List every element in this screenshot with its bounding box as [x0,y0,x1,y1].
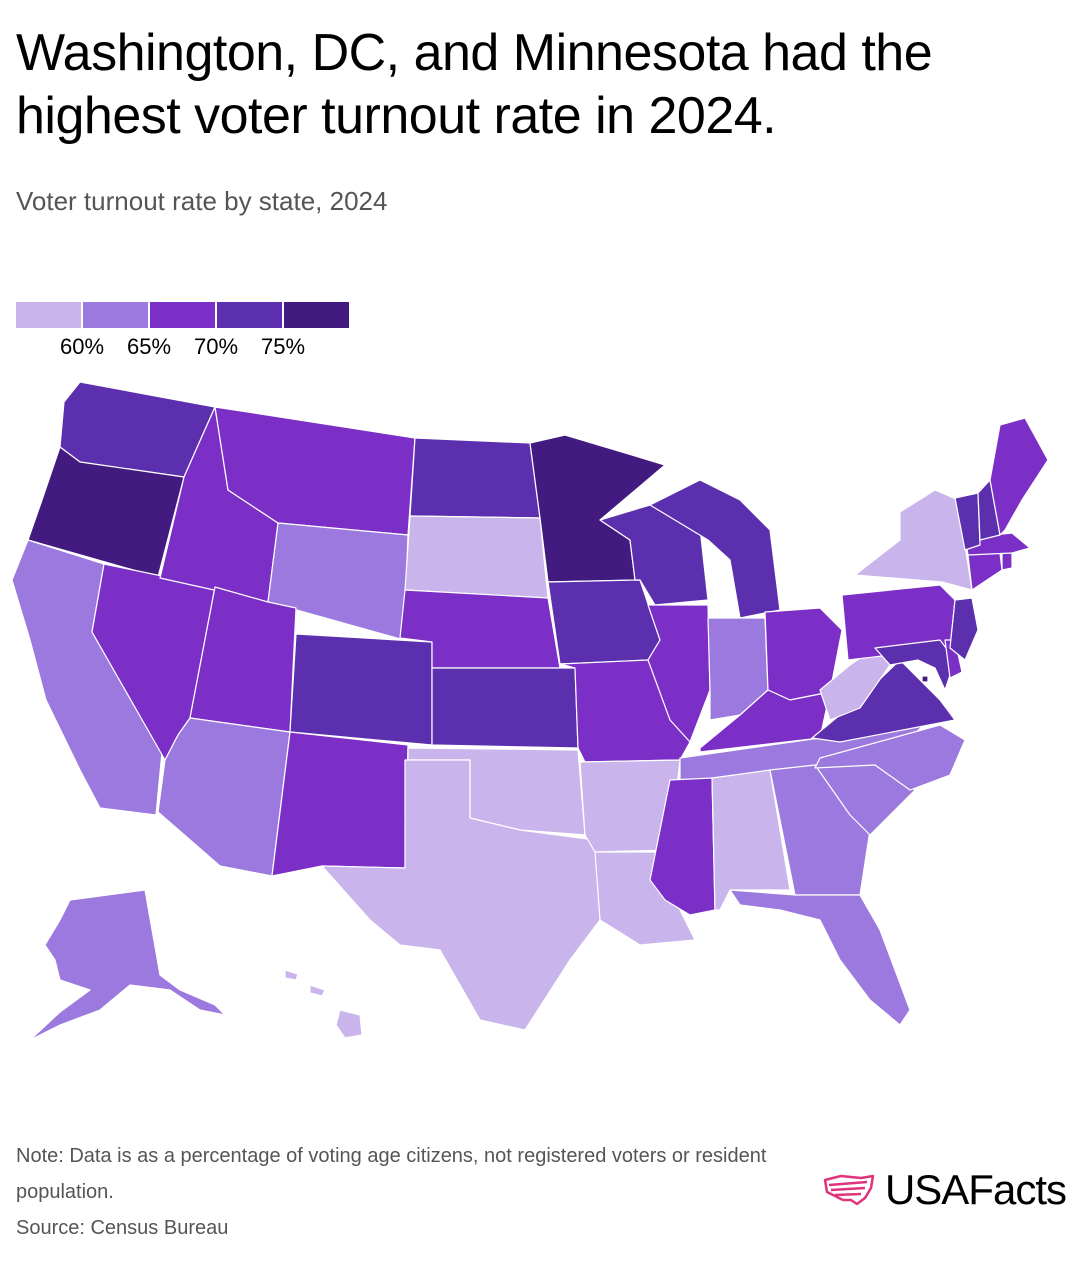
chart-subtitle: Voter turnout rate by state, 2024 [16,186,388,216]
state-ks: Kansas [431,667,579,749]
state-dc: Washington, DC [921,675,929,683]
note-text: Note: Data is as a percentage of voting … [16,1145,767,1203]
state-ri: Rhode Island [1001,552,1013,571]
footnote: Note: Data is as a percentage of voting … [16,1138,776,1246]
state-md: Maryland [874,639,956,691]
state-mi: Michigan [649,479,781,619]
state-ga: Georgia [769,764,871,896]
legend-swatch-bin-2 [150,302,215,328]
legend-swatch-bin-4 [284,302,349,328]
legend-swatch-bin-0 [16,302,81,328]
legend-swatches [16,302,356,328]
legend: 60% 65% 70% 75% [16,302,356,364]
state-az: Arizona [157,717,291,877]
state-ct: Connecticut [967,552,1003,591]
legend-tick: 70% [193,334,239,359]
legend-swatch-bin-1 [83,302,148,328]
state-nd: North Dakota [409,437,541,519]
state-vt: Vermont [954,492,981,551]
state-fl: Florida [729,889,911,1026]
state-hi: Hawaii [284,969,363,1039]
state-nm: New Mexico [271,731,409,877]
chart-title: Washington, DC, and Minnesota had the hi… [16,24,933,145]
legend-tick: 75% [260,334,306,359]
us-map-logo-icon [823,1174,875,1206]
state-ak: Alaska [29,889,226,1041]
logo-text: USAFacts [884,1166,1067,1213]
us-choropleth-map: Washington Oregon California Nevada Idah… [11,381,1049,1041]
state-ky: Kentucky [699,689,831,753]
state-me: Maine [989,417,1049,536]
source-text: Source: Census Bureau [16,1217,229,1239]
state-ny: New York [854,489,973,591]
legend-tick: 65% [126,334,172,359]
state-ia: Iowa [547,579,661,665]
legend-tick: 60% [59,334,105,359]
usafacts-logo: USAFacts [821,1166,1067,1214]
state-sd: South Dakota [404,515,549,599]
legend-ticks: 60% 65% 70% 75% [16,334,356,364]
state-ar: Arkansas [579,759,681,853]
state-nj: New Jersey [949,597,979,661]
legend-swatch-bin-3 [217,302,282,328]
state-tx: Texas [321,759,601,1031]
state-nc: North Carolina [814,724,966,791]
state-co: Colorado [289,633,433,746]
state-ut: Utah [189,586,297,733]
